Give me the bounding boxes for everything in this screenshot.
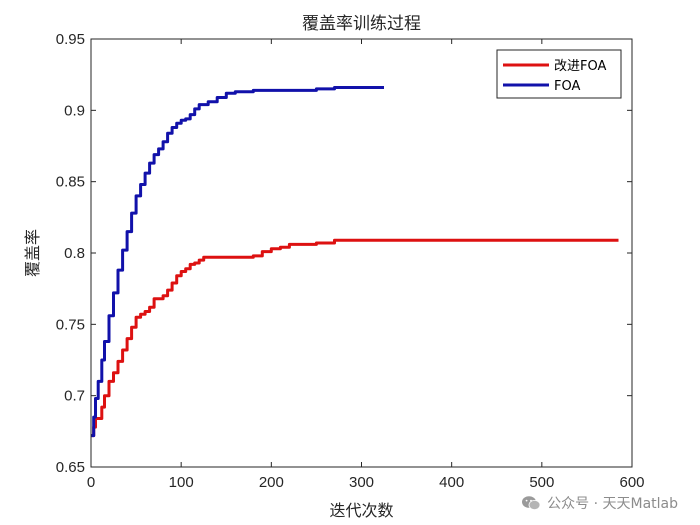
x-tick-label: 200 — [259, 474, 284, 491]
watermark-text: 公众号 · 天天Matlab — [547, 496, 678, 512]
x-tick-label: 100 — [169, 474, 194, 491]
legend-label: FOA — [554, 79, 580, 94]
legend-label: 改进FOA — [554, 59, 606, 74]
x-tick-label: 400 — [439, 474, 464, 491]
x-tick-label: 300 — [349, 474, 374, 491]
y-tick-label: 0.9 — [64, 102, 85, 119]
chart-title: 覆盖率训练过程 — [302, 14, 421, 34]
watermark: 公众号 · 天天Matlab — [521, 493, 678, 513]
y-axis-label: 覆盖率 — [23, 229, 42, 277]
x-tick-label: 0 — [87, 474, 95, 491]
series-line-2 — [91, 86, 384, 438]
series-line-1 — [91, 238, 619, 438]
legend-box — [496, 49, 622, 99]
y-tick-label: 0.85 — [56, 174, 85, 191]
x-axis-label: 迭代次数 — [329, 501, 393, 520]
ticks-layer: 0 100 200 300 400 500 600 0.65 0.7 0.75 0.8 0.85 0.9… — [56, 31, 645, 491]
y-tick-label: 0.7 — [64, 388, 85, 405]
series-layer — [91, 86, 619, 438]
wechat-icon — [522, 496, 541, 510]
x-tick-label: 500 — [529, 474, 554, 491]
y-tick-label: 0.8 — [64, 245, 85, 262]
y-tick-label: 0.75 — [56, 316, 85, 333]
x-tick-label: 600 — [619, 474, 644, 491]
legend: 改进FOA FOA — [496, 49, 622, 99]
y-tick-label: 0.95 — [56, 31, 85, 48]
y-tick-label: 0.65 — [56, 459, 85, 476]
